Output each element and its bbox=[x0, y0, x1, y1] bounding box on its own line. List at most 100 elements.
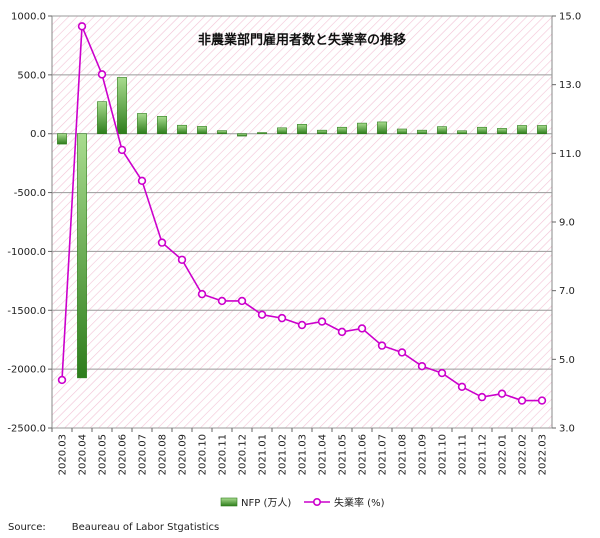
left-axis-tick-label: -1500.0 bbox=[7, 306, 46, 317]
x-axis-tick-label: 2021.11 bbox=[458, 434, 469, 475]
nfp-bar bbox=[137, 113, 147, 135]
legend-ur-marker bbox=[312, 497, 321, 506]
x-axis-tick-label: 2021.03 bbox=[298, 434, 309, 475]
legend-nfp-label: NFP (万人) bbox=[241, 497, 291, 509]
nfp-bar bbox=[77, 133, 87, 379]
unemployment-point bbox=[297, 320, 307, 330]
x-axis-tick-label: 2021.02 bbox=[278, 434, 289, 475]
left-axis-tick-label: -500.0 bbox=[14, 188, 46, 199]
x-axis-tick-label: 2020.07 bbox=[138, 434, 149, 475]
left-axis-tick-label: 0.0 bbox=[30, 129, 46, 140]
unemployment-point bbox=[137, 176, 147, 186]
unemployment-point bbox=[377, 341, 387, 350]
x-axis-tick-label: 2021.04 bbox=[318, 434, 329, 475]
x-axis-tick-label: 2021.08 bbox=[398, 434, 409, 475]
legend: NFP (万人) 失業率 (%) bbox=[220, 496, 385, 509]
unemployment-point bbox=[277, 313, 287, 323]
right-axis-tick-label: 11.0 bbox=[559, 149, 581, 160]
x-axis-tick-label: 2021.05 bbox=[338, 434, 349, 475]
unemployment-point bbox=[77, 22, 87, 31]
nfp-bar bbox=[57, 133, 67, 145]
unemployment-point bbox=[437, 368, 447, 378]
left-axis-tick-label: 500.0 bbox=[17, 70, 46, 81]
nfp-bar bbox=[497, 128, 507, 135]
nfp-bar bbox=[297, 123, 307, 135]
axes: 1000.0 500.0 0.0 -500.0 -1000.0 -1500.0 -2000.… bbox=[7, 12, 581, 476]
nfp-bar bbox=[397, 128, 407, 135]
nfp-bars bbox=[57, 77, 547, 379]
left-axis-tick-label: -2500.0 bbox=[7, 424, 46, 435]
x-axis-tick-label: 2022.03 bbox=[538, 434, 549, 475]
nfp-bar bbox=[277, 127, 287, 135]
x-axis-tick-label: 2021.10 bbox=[438, 434, 449, 475]
nfp-bar bbox=[237, 133, 247, 137]
nfp-bar bbox=[377, 121, 387, 135]
nfp-bar bbox=[517, 125, 527, 135]
x-axis-tick-label: 2021.07 bbox=[378, 434, 389, 475]
x-axis-tick-label: 2020.09 bbox=[178, 434, 189, 475]
x-axis-tick-label: 2020.05 bbox=[98, 434, 109, 475]
unemployment-point bbox=[537, 396, 547, 405]
legend-ur-label: 失業率 (%) bbox=[334, 496, 385, 509]
unemployment-point bbox=[177, 255, 187, 264]
source-label: Source: bbox=[8, 522, 46, 533]
x-axis-tick-label: 2022.01 bbox=[498, 434, 509, 475]
unemployment-point bbox=[217, 296, 227, 306]
chart-title: 非農業部門雇用者数と失業率の推移 bbox=[198, 32, 406, 48]
unemployment-point bbox=[197, 289, 207, 299]
x-axis-tick-label: 2021.06 bbox=[358, 434, 369, 475]
left-axis-tick-label: 1000.0 bbox=[11, 12, 46, 23]
nfp-bar bbox=[457, 130, 467, 135]
unemployment-point bbox=[357, 324, 367, 333]
nfp-bar bbox=[357, 122, 367, 135]
nfp-bar bbox=[317, 129, 327, 135]
nfp-bar bbox=[337, 126, 347, 135]
x-axis-tick-label: 2020.06 bbox=[118, 434, 129, 475]
right-axis-tick-label: 15.0 bbox=[559, 12, 581, 23]
source-note: Source: Beaureau of Labor Stgatistics bbox=[8, 522, 219, 533]
nfp-bar bbox=[537, 125, 547, 135]
unemployment-point bbox=[57, 375, 67, 385]
nfp-bar bbox=[97, 101, 107, 135]
unemployment-point bbox=[257, 310, 267, 319]
nfp-bar bbox=[197, 126, 207, 135]
nfp-bar bbox=[157, 115, 167, 135]
unemployment-point bbox=[497, 389, 507, 398]
unemployment-line bbox=[57, 22, 547, 405]
nfp-bar bbox=[257, 132, 267, 135]
right-axis-tick-label: 3.0 bbox=[559, 424, 575, 435]
x-axis-tick-label: 2020.12 bbox=[238, 434, 249, 475]
x-axis-tick-label: 2020.10 bbox=[198, 434, 209, 475]
x-axis-tick-label: 2020.04 bbox=[78, 434, 89, 475]
unemployment-point bbox=[457, 382, 467, 391]
nfp-bar bbox=[177, 124, 187, 135]
x-axis-tick-label: 2020.11 bbox=[218, 434, 229, 475]
left-axis-tick-label: -2000.0 bbox=[7, 365, 46, 376]
nfp-bar bbox=[117, 77, 127, 135]
x-axis-tick-label: 2020.08 bbox=[158, 434, 169, 475]
unemployment-point bbox=[517, 396, 527, 405]
unemployment-point bbox=[237, 296, 247, 306]
plot-area bbox=[51, 15, 553, 429]
right-axis-tick-label: 13.0 bbox=[559, 80, 581, 91]
nfp-bar bbox=[417, 129, 427, 135]
nfp-bar bbox=[217, 130, 227, 135]
x-axis-tick-label: 2020.03 bbox=[58, 434, 69, 475]
unemployment-point bbox=[397, 348, 407, 357]
source-text: Beaureau of Labor Stgatistics bbox=[71, 522, 220, 533]
unemployment-point bbox=[97, 70, 107, 79]
unemployment-point bbox=[317, 317, 327, 326]
unemployment-point bbox=[477, 392, 487, 402]
right-axis-tick-label: 9.0 bbox=[559, 218, 575, 229]
unemployment-point bbox=[117, 145, 127, 155]
x-axis-tick-label: 2021.09 bbox=[418, 434, 429, 475]
x-axis-tick-label: 2021.01 bbox=[258, 434, 269, 475]
nfp-bar bbox=[477, 126, 487, 135]
right-axis-tick-label: 7.0 bbox=[559, 286, 575, 297]
right-axis-tick-label: 5.0 bbox=[559, 355, 575, 366]
unemployment-point bbox=[157, 238, 167, 247]
legend-nfp-swatch bbox=[220, 497, 238, 507]
nfp-bar bbox=[437, 126, 447, 135]
